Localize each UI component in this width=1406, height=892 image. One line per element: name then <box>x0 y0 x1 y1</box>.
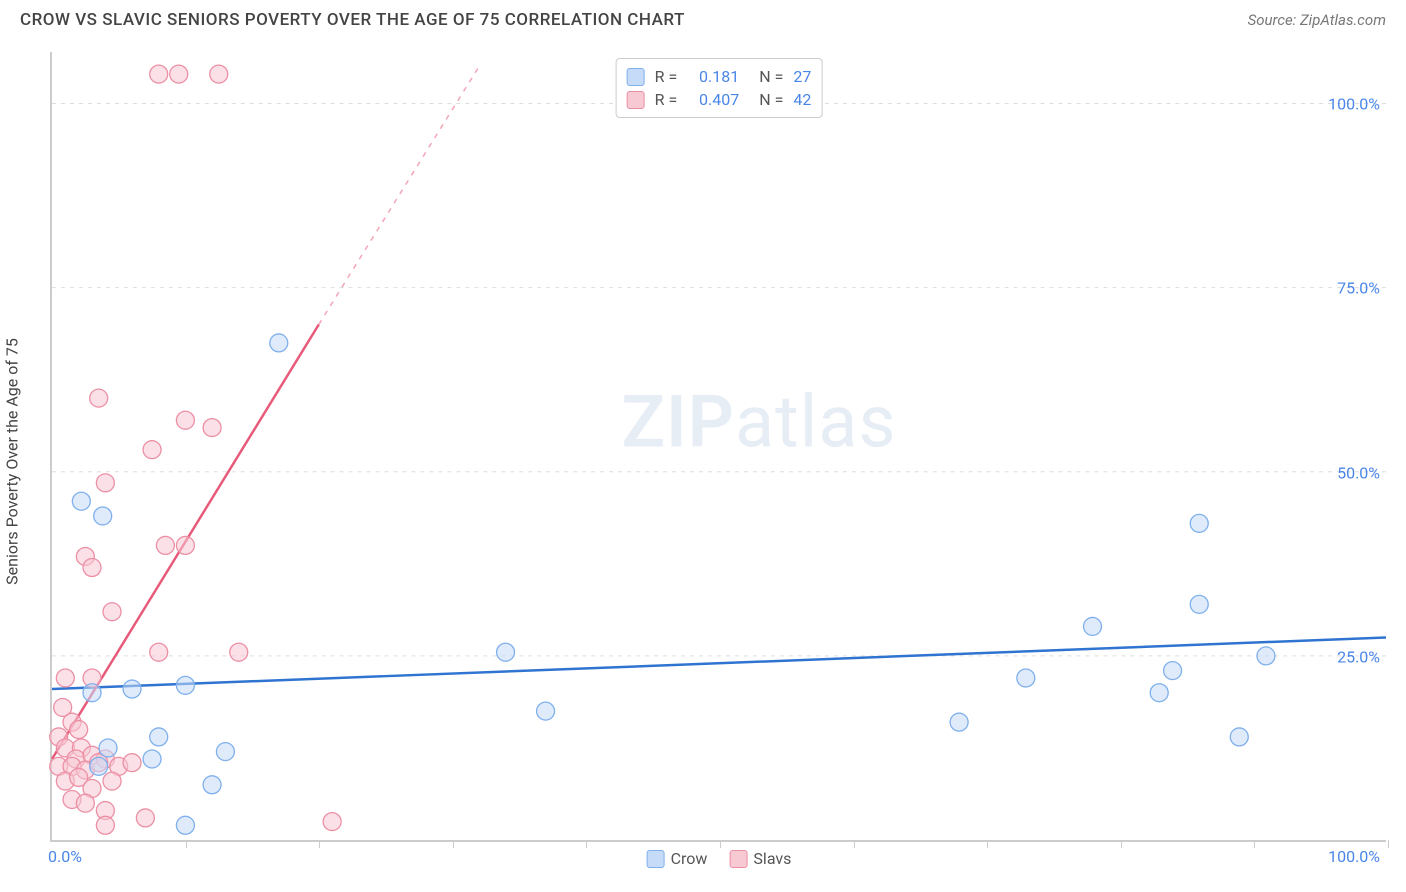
swatch-pink-icon <box>729 850 747 868</box>
x-tick <box>1121 840 1122 848</box>
swatch-pink-icon <box>627 91 645 109</box>
legend-series: Crow Slavs <box>647 849 792 868</box>
y-tick-label: 100.0% <box>1328 94 1380 113</box>
y-tick-label: 50.0% <box>1337 463 1380 482</box>
x-tick <box>720 840 721 848</box>
r-label: R = <box>655 67 678 86</box>
legend-item-slavs: Slavs <box>729 849 791 868</box>
legend-label-crow: Crow <box>671 849 708 868</box>
chart-header: CROW VS SLAVIC SENIORS POVERTY OVER THE … <box>0 0 1406 38</box>
legend-row-1: R = 0.181 N = 27 <box>627 65 812 88</box>
x-tick <box>319 840 320 848</box>
swatch-blue-icon <box>647 850 665 868</box>
x-tick <box>854 840 855 848</box>
chart-container: Seniors Poverty Over the Age of 75 25.0%… <box>50 52 1386 852</box>
legend-label-slavs: Slavs <box>753 849 791 868</box>
x-tick <box>1388 840 1389 848</box>
x-max-label: 100.0% <box>1328 847 1380 866</box>
x-min-label: 0.0% <box>48 847 82 866</box>
x-tick <box>186 840 187 848</box>
x-tick <box>453 840 454 848</box>
n-label: N = <box>759 90 783 109</box>
legend-row-2: R = 0.407 N = 42 <box>627 88 812 111</box>
chart-title: CROW VS SLAVIC SENIORS POVERTY OVER THE … <box>20 10 685 30</box>
r-label: R = <box>655 90 678 109</box>
chart-source: Source: ZipAtlas.com <box>1248 11 1386 29</box>
y-axis-label: Seniors Poverty Over the Age of 75 <box>3 338 22 585</box>
x-tick <box>586 840 587 848</box>
r-value-1: 0.181 <box>689 67 739 86</box>
legend-correlation: R = 0.181 N = 27 R = 0.407 N = 42 <box>616 58 823 118</box>
swatch-blue-icon <box>627 68 645 86</box>
plot-svg <box>52 52 1386 840</box>
y-tick-label: 75.0% <box>1337 279 1380 298</box>
r-value-2: 0.407 <box>689 90 739 109</box>
n-label: N = <box>759 67 783 86</box>
x-tick <box>987 840 988 848</box>
legend-item-crow: Crow <box>647 849 708 868</box>
n-value-2: 42 <box>793 90 811 109</box>
y-tick-label: 25.0% <box>1337 648 1380 667</box>
x-tick <box>1254 840 1255 848</box>
n-value-1: 27 <box>793 67 811 86</box>
plot-area: 25.0%50.0%75.0%100.0% ZIPatlas R = 0.181… <box>50 52 1386 842</box>
